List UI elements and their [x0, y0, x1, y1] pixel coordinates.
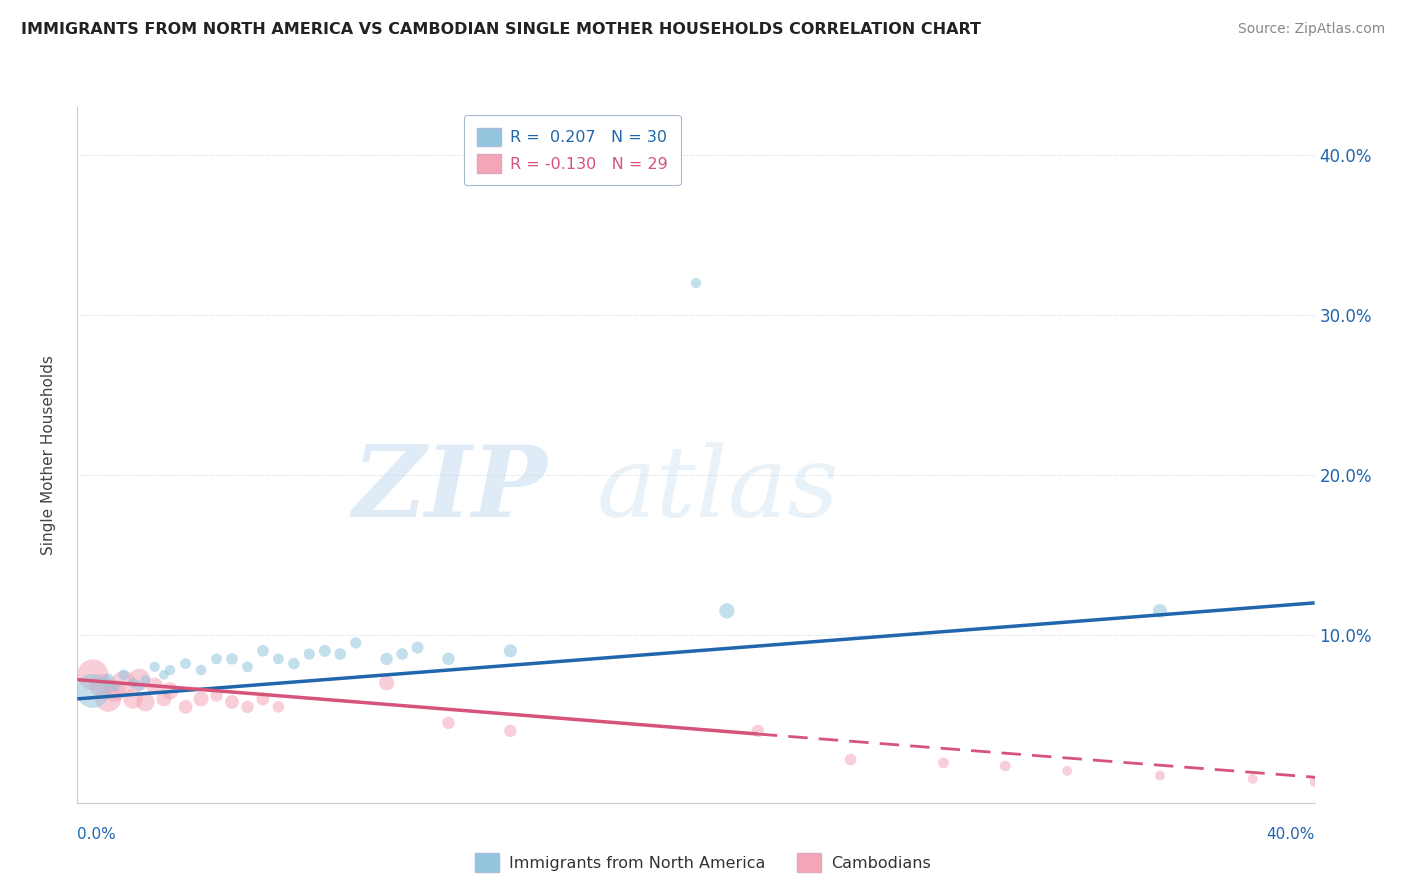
Point [205, 689, 228, 703]
Point [103, 683, 125, 698]
Point [122, 691, 145, 706]
Point [716, 604, 738, 618]
Point [134, 673, 156, 687]
Point [932, 756, 955, 770]
Text: 0.0%: 0.0% [77, 827, 117, 841]
Legend: Immigrants from North America, Cambodians: Immigrants from North America, Cambodian… [467, 845, 939, 880]
Point [122, 676, 145, 690]
Point [252, 691, 274, 706]
Point [1149, 769, 1171, 783]
Point [143, 660, 166, 674]
Point [406, 640, 429, 655]
Point [112, 668, 135, 682]
Point [190, 691, 212, 706]
Point [1149, 604, 1171, 618]
Text: atlas: atlas [598, 442, 839, 537]
Point [174, 657, 197, 671]
Point [97, 673, 120, 687]
Point [839, 753, 862, 767]
Point [1303, 775, 1326, 789]
Point [97, 691, 120, 706]
Point [437, 715, 460, 730]
Point [685, 276, 707, 290]
Point [128, 673, 150, 687]
Point [298, 647, 321, 661]
Point [221, 695, 243, 709]
Point [252, 644, 274, 658]
Point [221, 652, 243, 666]
Text: ZIP: ZIP [353, 442, 547, 538]
Point [103, 679, 125, 693]
Point [314, 644, 336, 658]
Point [994, 759, 1017, 773]
Point [283, 657, 305, 671]
Point [267, 699, 290, 714]
Point [91, 679, 114, 693]
Text: 40.0%: 40.0% [1267, 827, 1315, 841]
Point [747, 723, 769, 738]
Point [499, 644, 522, 658]
Point [329, 647, 352, 661]
Point [112, 676, 135, 690]
Point [375, 676, 398, 690]
Point [159, 683, 181, 698]
Text: IMMIGRANTS FROM NORTH AMERICA VS CAMBODIAN SINGLE MOTHER HOUSEHOLDS CORRELATION : IMMIGRANTS FROM NORTH AMERICA VS CAMBODI… [21, 22, 981, 37]
Point [205, 652, 228, 666]
Point [267, 652, 290, 666]
Point [236, 660, 259, 674]
Point [391, 647, 413, 661]
Point [344, 636, 367, 650]
Point [499, 723, 522, 738]
Point [134, 695, 156, 709]
Y-axis label: Single Mother Households: Single Mother Households [42, 355, 56, 555]
Text: Source: ZipAtlas.com: Source: ZipAtlas.com [1237, 22, 1385, 37]
Point [437, 652, 460, 666]
Point [190, 663, 212, 677]
Legend: R =  0.207   N = 30, R = -0.130   N = 29: R = 0.207 N = 30, R = -0.130 N = 29 [464, 115, 681, 186]
Point [153, 691, 176, 706]
Point [1056, 764, 1078, 778]
Point [128, 679, 150, 693]
Point [153, 668, 176, 682]
Point [143, 679, 166, 693]
Point [174, 699, 197, 714]
Point [375, 652, 398, 666]
Point [82, 668, 104, 682]
Point [159, 663, 181, 677]
Point [1241, 772, 1264, 786]
Point [236, 699, 259, 714]
Point [82, 683, 104, 698]
